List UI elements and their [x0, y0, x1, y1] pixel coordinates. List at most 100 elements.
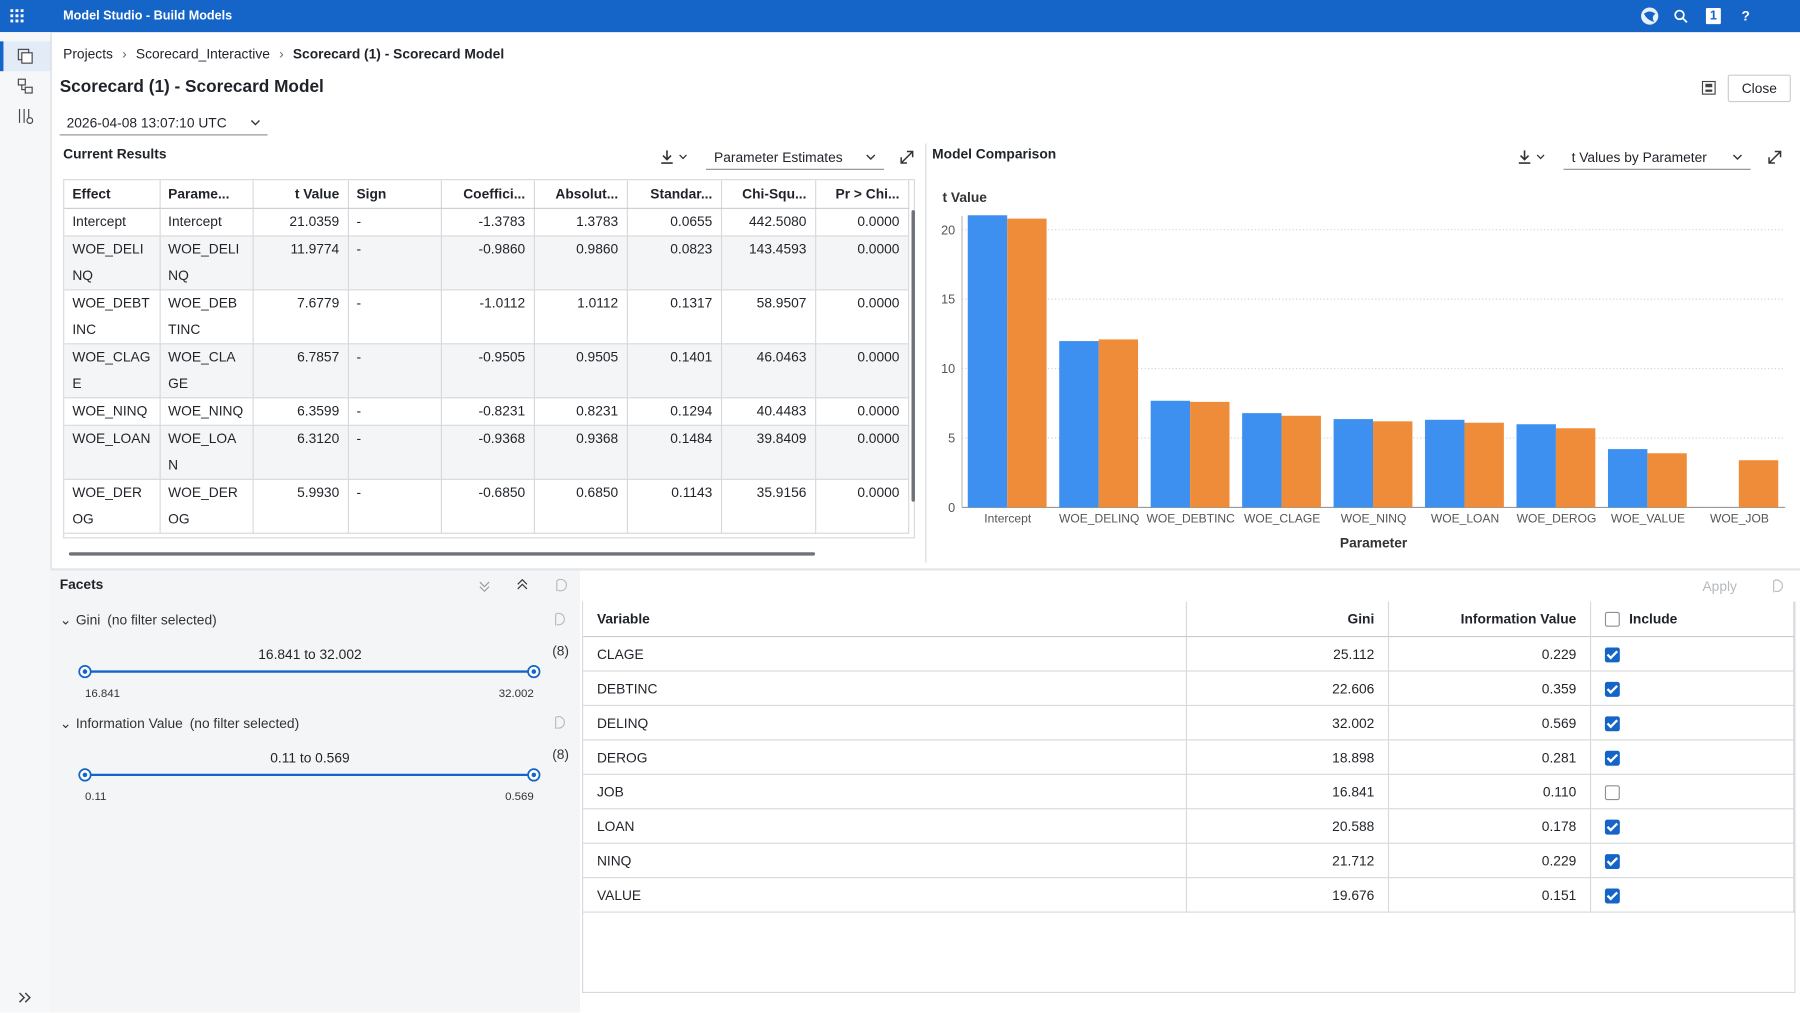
table-cell: 32.002 [1186, 705, 1390, 741]
table-cell: -0.8231 [440, 397, 535, 426]
range-slider[interactable] [76, 767, 547, 783]
bar[interactable] [1150, 400, 1191, 508]
pipelines-icon[interactable] [17, 78, 33, 94]
include-checkbox[interactable] [1604, 853, 1620, 869]
bar[interactable] [1607, 449, 1648, 508]
include-checkbox[interactable] [1604, 784, 1620, 800]
column-header[interactable]: Effect [64, 180, 161, 209]
splitter[interactable] [925, 143, 927, 563]
chevron [866, 154, 876, 160]
app-menu-icon[interactable] [10, 9, 24, 23]
notification-badge[interactable]: 1 [1705, 8, 1721, 25]
include-cell [1590, 843, 1795, 879]
table-cell: - [347, 289, 442, 345]
maximize-icon[interactable] [899, 149, 915, 165]
include-all-checkbox[interactable] [1604, 612, 1620, 627]
table-row: LOAN 20.588 0.178 [583, 808, 1795, 844]
divider[interactable] [50, 568, 1800, 571]
bar[interactable] [1425, 419, 1465, 508]
bar[interactable] [1647, 453, 1687, 508]
column-label: Variable [596, 610, 650, 627]
help-button[interactable]: ? [1741, 8, 1750, 25]
bar[interactable] [1373, 421, 1413, 508]
include-checkbox[interactable] [1604, 819, 1620, 835]
table-cell: 0.0000 [815, 425, 909, 480]
x-tick-label: WOE_VALUE [1611, 511, 1685, 525]
bar[interactable] [1464, 422, 1504, 508]
breadcrumb-item[interactable]: Projects [63, 45, 113, 62]
bar[interactable] [1555, 428, 1596, 508]
timestamp-select[interactable]: 2026-04-08 13:07:10 UTC [59, 110, 268, 136]
facet-header[interactable]: ⌄ Gini (no filter selected) [60, 612, 217, 628]
view-label: Parameter Estimates [714, 149, 843, 166]
breadcrumb-item[interactable]: Scorecard_Interactive [135, 45, 270, 62]
table-cell: LOAN [583, 808, 1188, 844]
table-cell: WOE_NINQ [64, 397, 161, 426]
insights-icon[interactable] [17, 108, 34, 124]
column-header[interactable]: Variable [583, 601, 1188, 638]
top-bar: Model Studio - Build Models 1 ? [0, 0, 1800, 33]
bar[interactable] [1007, 218, 1047, 508]
include-cell [1590, 774, 1795, 810]
include-checkbox[interactable] [1604, 888, 1620, 904]
download-icon[interactable] [660, 149, 690, 165]
close-button[interactable]: Close [1727, 74, 1791, 103]
column-header[interactable]: Sign [347, 180, 442, 209]
view-select[interactable]: t Values by Parameter [1563, 145, 1751, 170]
column-header[interactable]: Absolut... [533, 180, 628, 209]
search-icon[interactable] [1674, 9, 1688, 23]
include-checkbox[interactable] [1604, 715, 1620, 731]
facet-tools[interactable] [478, 578, 581, 593]
column-header[interactable]: Standar... [626, 180, 722, 209]
column-header[interactable]: Chi-Squ... [720, 180, 816, 209]
facet-header[interactable]: ⌄ Information Value (no filter selected) [60, 715, 299, 731]
panel-title: Model Comparison [932, 145, 1057, 162]
page-title: Scorecard (1) - Scorecard Model [59, 76, 324, 97]
include-checkbox[interactable] [1604, 681, 1620, 697]
view-select[interactable]: Parameter Estimates [706, 145, 884, 170]
save-icon[interactable] [1701, 80, 1716, 95]
column-header[interactable]: Pr > Chi... [815, 180, 909, 209]
apply-button[interactable]: Apply [1702, 578, 1737, 595]
table-cell: 0.229 [1388, 843, 1592, 879]
bar[interactable] [1059, 341, 1099, 508]
table-cell: WOE_DEBTINC [64, 289, 161, 345]
column-header[interactable]: t Value [252, 180, 349, 209]
table-cell: - [347, 397, 442, 426]
reset-icon[interactable] [1770, 579, 1786, 595]
include-cell [1590, 671, 1795, 707]
bar[interactable] [967, 215, 1008, 508]
include-cell [1590, 705, 1795, 741]
reset-icon[interactable] [552, 715, 568, 731]
download-icon[interactable] [1518, 149, 1548, 165]
bar[interactable] [1190, 401, 1230, 508]
h-scrollbar[interactable] [68, 552, 816, 556]
table-cell: 0.9860 [533, 235, 628, 291]
bar[interactable] [1738, 460, 1779, 508]
column-header[interactable]: Information Value [1388, 601, 1592, 638]
table-cell: WOE_DEBTINC [159, 289, 254, 345]
globe-icon[interactable] [1640, 7, 1659, 25]
include-checkbox[interactable] [1604, 750, 1620, 766]
table-cell: 0.9505 [533, 343, 628, 399]
data-icon[interactable] [17, 48, 33, 64]
column-header[interactable]: Coeffici... [440, 180, 535, 209]
bar[interactable] [1281, 415, 1321, 508]
bar[interactable] [1098, 339, 1139, 508]
bar[interactable] [1516, 424, 1556, 508]
maximize-icon[interactable] [1767, 149, 1783, 165]
table-cell: 0.569 [1388, 705, 1592, 741]
expand-sidebar[interactable] [18, 992, 32, 1003]
include-checkbox[interactable] [1604, 647, 1620, 663]
table-cell: WOE_DEROG [159, 479, 254, 534]
reset-icon[interactable] [552, 612, 568, 628]
column-header[interactable]: Include [1590, 601, 1795, 638]
v-scrollbar[interactable] [911, 210, 915, 502]
bar[interactable] [1242, 413, 1282, 508]
x-tick-label: Intercept [984, 511, 1032, 525]
bar[interactable] [1333, 419, 1374, 508]
table-cell: JOB [583, 774, 1188, 810]
column-header[interactable]: Parame... [159, 180, 254, 209]
range-slider[interactable] [76, 664, 547, 680]
column-header[interactable]: Gini [1186, 601, 1390, 638]
